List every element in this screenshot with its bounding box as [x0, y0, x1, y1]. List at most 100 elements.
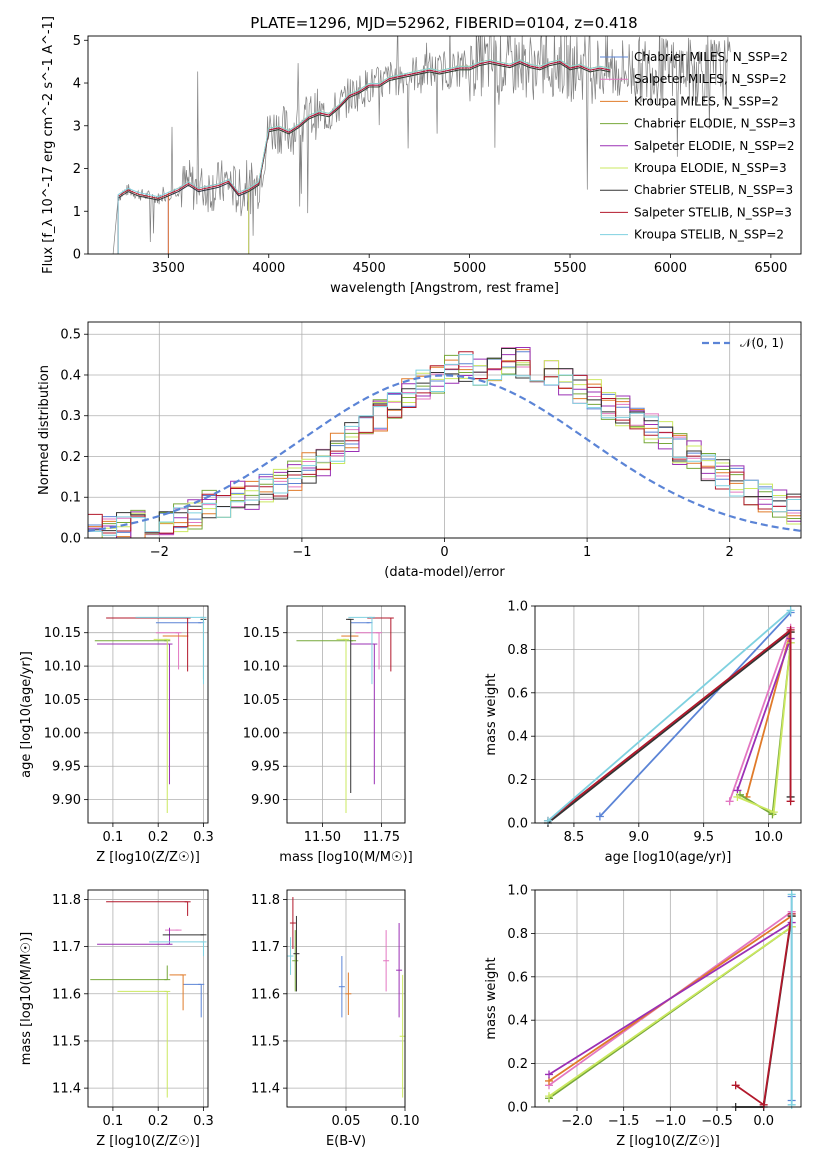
x-tick-label: −2 [150, 545, 169, 560]
x-tick-label: 3500 [152, 261, 185, 276]
y-tick-label: 10.05 [44, 693, 81, 708]
y-tick-label: 11.6 [251, 987, 280, 1002]
y-tick-label: 0.0 [60, 532, 81, 547]
y-tick-label: 0.6 [507, 686, 528, 701]
x-tick-label: −1 [292, 545, 311, 560]
series-line [547, 630, 792, 824]
y-ticks: 11.4 11.5 11.6 11.7 11.8 [251, 893, 287, 1097]
y-axis-label: Flux [f_λ 10^-17 erg cm^-2 s^-1 A^-1] [41, 16, 56, 274]
x-axis-label: (data-model)/error [384, 565, 505, 580]
point-kroupa-miles [169, 974, 187, 1011]
series-kroupa-stelib [543, 606, 795, 825]
x-tick-label: 9.5 [693, 830, 714, 845]
x-tick-label: 6500 [754, 261, 787, 276]
x-axis-label: Z [log10(Z/Z☉)] [96, 850, 200, 865]
legend-label: Kroupa ELODIE, N_SSP=3 [634, 161, 787, 175]
x-ticks: 3500 4000 4500 5000 5500 6000 6500 [152, 254, 787, 276]
x-tick-label: 0.2 [148, 1114, 169, 1129]
plot-area [296, 616, 394, 813]
plus-marker [733, 792, 742, 801]
y-ticks: 11.4 11.5 11.6 11.7 11.8 [52, 893, 88, 1097]
point-chabrier-miles [183, 983, 205, 1018]
spectrum-panel: 3500 4000 4500 5000 5500 6000 6500 0 1 2 3 4 5 wavele… [41, 16, 802, 296]
axes-frame [534, 605, 802, 824]
legend-label: Salpeter ELODIE, N_SSP=2 [634, 139, 795, 153]
plus-marker [769, 808, 778, 817]
x-ticks: 0.1 0.2 0.3 [103, 1107, 214, 1129]
plot-area [545, 890, 796, 1111]
series-line [547, 628, 792, 822]
y-ticks: 0 1 2 3 4 5 [73, 34, 88, 263]
y-tick-label: 0.2 [507, 773, 528, 788]
point-salpeter-stelib [106, 901, 191, 916]
x-ticks: −2.0 −1.5 −1.0 −0.5 0.0 [561, 1107, 774, 1129]
age-vs-metallicity-panel: 0.1 0.2 0.3 9.90 9.95 10.00 10.05 10.10 10.15 Z [… [19, 605, 214, 865]
series-line [728, 627, 792, 802]
y-ticks: 9.90 9.95 10.00 10.05 10.10 10.15 [44, 626, 88, 808]
series-kroupa-elodie [733, 638, 795, 817]
axes-frame [87, 605, 209, 824]
point-salpeter-stelib [289, 897, 296, 949]
x-tick-label: 0.3 [193, 830, 214, 845]
x-tick-label: 4000 [252, 261, 285, 276]
plus-marker [543, 816, 552, 825]
x-tick-label: 11.50 [304, 830, 341, 845]
x-tick-label: 5000 [453, 261, 486, 276]
y-tick-label: 0.2 [60, 450, 81, 465]
plot-area [112, 36, 731, 254]
x-tick-label: 5500 [553, 261, 586, 276]
plot-area [90, 901, 207, 1098]
mass-weight-vs-metallicity-panel: −2.0 −1.5 −1.0 −0.5 0.0 0.0 0.2 0.4 0.6 0.8 1.0 Z [… [484, 884, 802, 1149]
x-tick-label: −1.0 [655, 1114, 687, 1129]
axes-frame [87, 35, 802, 255]
point-salpeter-miles [383, 930, 390, 992]
series-kroupa-stelib [787, 890, 796, 1109]
y-tick-label: 11.7 [52, 940, 81, 955]
point-kroupa-miles [345, 972, 352, 1016]
legend-label: Kroupa STELIB, N_SSP=2 [634, 228, 784, 242]
axes-frame [87, 889, 209, 1108]
y-tick-label: 0 [73, 248, 81, 263]
y-tick-label: 5 [73, 34, 81, 49]
plus-marker [595, 812, 604, 821]
x-tick-label: 1 [583, 545, 591, 560]
y-tick-label: 0.1 [60, 491, 81, 506]
point-chabrier-stelib [293, 915, 300, 992]
legend-label: Salpeter MILES, N_SSP=2 [634, 72, 787, 86]
point-salpeter-stelib [367, 617, 394, 672]
spectrum-legend: Chabrier MILES, N_SSP=2 Salpeter MILES, N… [600, 50, 796, 242]
y-tick-label: 10.10 [44, 660, 81, 675]
x-axis-label: Z [log10(Z/Z☉)] [96, 1134, 200, 1149]
x-tick-label: 0.1 [103, 1114, 124, 1129]
point-salpeter-elodie [97, 643, 173, 785]
y-tick-label: 10.00 [243, 726, 280, 741]
y-tick-label: 0.4 [60, 368, 81, 383]
x-tick-label: 0.3 [193, 1114, 214, 1129]
x-ticks: 8.5 9.0 9.5 10.0 [564, 823, 783, 845]
plus-marker [545, 1070, 553, 1079]
plot-area [287, 897, 406, 1098]
point-kroupa-elodie [117, 990, 171, 1098]
y-tick-label: 9.90 [52, 793, 81, 808]
series-chabrier-stelib [543, 628, 795, 827]
plus-marker [725, 797, 734, 806]
point-kroupa-elodie [153, 638, 171, 813]
x-tick-label: −2.0 [561, 1114, 593, 1129]
model-line-chabrier-miles [167, 62, 611, 254]
grid-lines [287, 890, 406, 1107]
model-line-chabrier-elodie [248, 62, 611, 254]
y-tick-label: 10.10 [243, 660, 280, 675]
x-ticks: 11.50 11.75 [304, 823, 400, 845]
y-tick-label: 10.05 [243, 693, 280, 708]
y-axis-label: mass weight [484, 957, 499, 1039]
point-salpeter-miles [355, 632, 383, 670]
x-tick-label: 0 [440, 545, 448, 560]
x-tick-label: 9.0 [628, 830, 649, 845]
y-tick-label: 11.5 [251, 1034, 280, 1049]
series-line [736, 638, 792, 791]
point-kroupa-elodie [336, 638, 349, 813]
point-kroupa-stelib [287, 937, 294, 975]
x-tick-label: 10.0 [754, 830, 783, 845]
x-tick-label: 6000 [654, 261, 687, 276]
